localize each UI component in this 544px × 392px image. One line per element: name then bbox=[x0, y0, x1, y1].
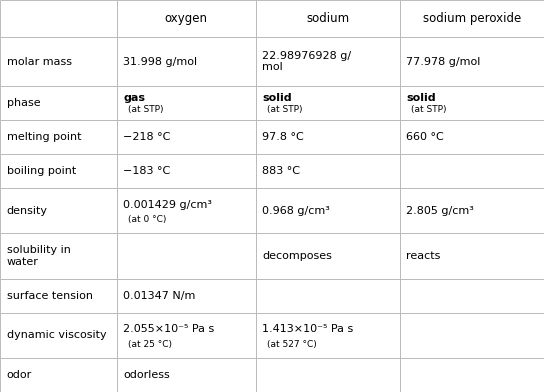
Text: 2.805 g/cm³: 2.805 g/cm³ bbox=[406, 206, 474, 216]
Text: dynamic viscosity: dynamic viscosity bbox=[7, 330, 106, 340]
Text: molar mass: molar mass bbox=[7, 57, 71, 67]
Text: solubility in
water: solubility in water bbox=[7, 245, 70, 267]
Text: 883 °C: 883 °C bbox=[262, 166, 300, 176]
Text: 31.998 g/mol: 31.998 g/mol bbox=[123, 57, 197, 67]
Text: (at STP): (at STP) bbox=[128, 105, 163, 114]
Text: (at 527 °C): (at 527 °C) bbox=[267, 340, 316, 349]
Text: sodium peroxide: sodium peroxide bbox=[423, 12, 521, 25]
Text: gas: gas bbox=[123, 93, 145, 103]
Text: (at STP): (at STP) bbox=[411, 105, 446, 114]
Text: melting point: melting point bbox=[7, 132, 81, 142]
Text: 77.978 g/mol: 77.978 g/mol bbox=[406, 57, 481, 67]
Text: 2.055×10⁻⁵ Pa s: 2.055×10⁻⁵ Pa s bbox=[123, 324, 215, 334]
Text: 22.98976928 g/
mol: 22.98976928 g/ mol bbox=[262, 51, 351, 73]
Text: −218 °C: −218 °C bbox=[123, 132, 171, 142]
Text: (at STP): (at STP) bbox=[267, 105, 302, 114]
Text: (at 25 °C): (at 25 °C) bbox=[128, 340, 172, 349]
Text: (at 0 °C): (at 0 °C) bbox=[128, 215, 166, 224]
Text: solid: solid bbox=[262, 93, 292, 103]
Text: odor: odor bbox=[7, 370, 32, 380]
Text: 1.413×10⁻⁵ Pa s: 1.413×10⁻⁵ Pa s bbox=[262, 324, 354, 334]
Text: oxygen: oxygen bbox=[165, 12, 208, 25]
Text: reacts: reacts bbox=[406, 251, 441, 261]
Text: decomposes: decomposes bbox=[262, 251, 332, 261]
Text: boiling point: boiling point bbox=[7, 166, 76, 176]
Text: 0.001429 g/cm³: 0.001429 g/cm³ bbox=[123, 200, 213, 210]
Text: solid: solid bbox=[406, 93, 436, 103]
Text: 0.01347 N/m: 0.01347 N/m bbox=[123, 290, 196, 301]
Text: surface tension: surface tension bbox=[7, 290, 92, 301]
Text: phase: phase bbox=[7, 98, 40, 108]
Text: 97.8 °C: 97.8 °C bbox=[262, 132, 304, 142]
Text: sodium: sodium bbox=[306, 12, 349, 25]
Text: 660 °C: 660 °C bbox=[406, 132, 444, 142]
Text: density: density bbox=[7, 206, 47, 216]
Text: 0.968 g/cm³: 0.968 g/cm³ bbox=[262, 206, 330, 216]
Text: −183 °C: −183 °C bbox=[123, 166, 171, 176]
Text: odorless: odorless bbox=[123, 370, 170, 380]
